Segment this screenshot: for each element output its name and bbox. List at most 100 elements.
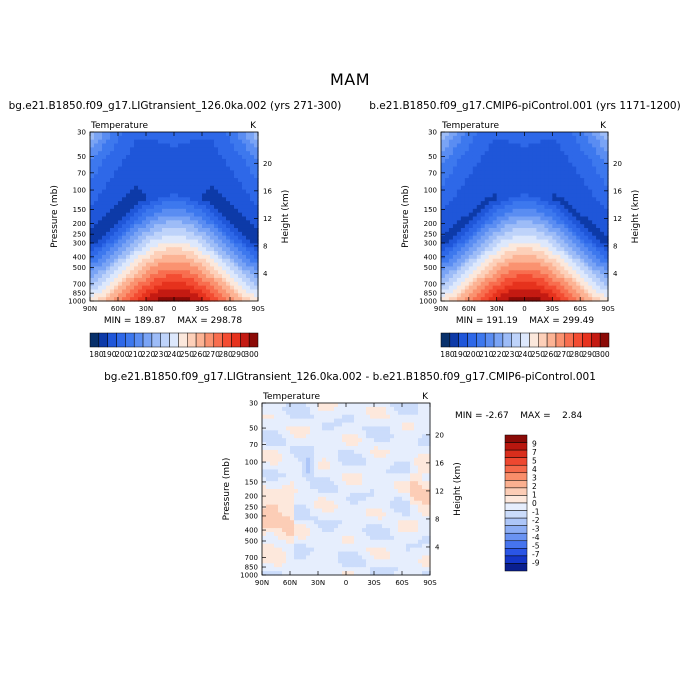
field-cell <box>580 277 585 283</box>
field-cell <box>222 193 227 198</box>
field-cell <box>230 166 235 172</box>
field-cell <box>270 489 275 494</box>
field-cell <box>460 135 466 141</box>
field-cell <box>350 453 355 459</box>
field-cell <box>94 208 99 214</box>
field-cell <box>520 239 526 244</box>
field-cell <box>282 473 287 478</box>
field-cell <box>418 410 423 416</box>
field-cell <box>564 135 569 141</box>
field-cell <box>242 155 247 160</box>
field-cell <box>452 289 458 294</box>
field-cell <box>444 158 450 164</box>
field-cell <box>572 247 577 252</box>
field-cell <box>448 151 454 156</box>
field-cell <box>540 197 545 202</box>
field-cell <box>94 239 99 244</box>
field-cell <box>242 139 247 145</box>
field-cell <box>441 251 446 256</box>
field-cell <box>226 254 231 260</box>
field-cell <box>114 162 119 168</box>
field-cell <box>134 216 139 221</box>
field-cell <box>162 162 167 168</box>
field-cell <box>456 239 462 244</box>
field-cell <box>556 285 561 291</box>
field-cell <box>250 220 255 225</box>
field-cell <box>508 231 514 237</box>
field-cell <box>422 492 427 498</box>
field-cell <box>330 438 335 443</box>
field-cell <box>480 266 486 271</box>
field-cell <box>476 135 482 141</box>
field-cell <box>146 251 151 256</box>
field-cell <box>576 297 581 302</box>
field-cell <box>452 197 458 202</box>
field-cell <box>472 254 478 260</box>
field-cell <box>532 235 538 241</box>
field-cell <box>178 162 183 168</box>
field-cell <box>286 453 291 459</box>
field-cell <box>202 197 207 202</box>
field-cell <box>520 155 526 160</box>
field-cell <box>198 224 203 229</box>
field-cell <box>354 430 359 435</box>
field-cell <box>222 189 227 195</box>
field-cell <box>456 247 462 252</box>
field-cell <box>544 151 549 156</box>
field-cell <box>114 143 119 148</box>
field-cell <box>218 174 223 179</box>
field-cell <box>114 201 119 206</box>
field-cell <box>422 410 427 416</box>
field-cell <box>286 469 291 474</box>
field-cell <box>214 262 219 268</box>
field-cell <box>158 208 163 214</box>
field-cell <box>496 185 502 191</box>
field-cell <box>564 132 569 137</box>
field-cell <box>342 403 347 408</box>
field-cell <box>90 139 95 145</box>
field-cell <box>584 247 589 252</box>
field-cell <box>190 139 195 145</box>
field-cell <box>226 193 231 198</box>
field-cell <box>520 147 526 152</box>
field-cell <box>524 293 530 298</box>
field-cell <box>456 189 462 195</box>
field-cell <box>536 185 542 191</box>
field-cell <box>484 254 490 260</box>
field-cell <box>158 220 163 225</box>
field-cell <box>472 162 478 168</box>
field-cell <box>366 465 371 471</box>
field-cell <box>98 243 103 248</box>
field-cell <box>310 461 315 467</box>
field-cell <box>406 403 411 408</box>
field-cell <box>552 178 557 183</box>
field-cell <box>476 270 482 275</box>
field-cell <box>338 496 343 502</box>
field-cell <box>246 158 251 164</box>
field-cell <box>584 281 589 287</box>
field-cell <box>186 139 191 145</box>
field-cell <box>492 220 498 225</box>
field-cell <box>138 170 143 175</box>
field-cell <box>386 426 391 431</box>
field-cell <box>540 224 545 229</box>
field-cell <box>456 297 462 302</box>
field-cell <box>210 139 215 145</box>
field-cell <box>362 465 367 471</box>
field-cell <box>226 231 231 237</box>
field-cell <box>234 204 239 210</box>
field-cell <box>342 469 347 474</box>
y-tick-label-70: 70 <box>77 169 86 177</box>
field-cell <box>444 181 450 187</box>
field-cell <box>524 158 530 164</box>
field-cell <box>584 193 589 198</box>
field-cell <box>134 224 139 229</box>
field-cell <box>544 277 549 283</box>
field-cell <box>496 243 502 248</box>
field-cell <box>154 235 159 241</box>
field-cell <box>374 492 379 498</box>
field-cell <box>444 258 450 264</box>
field-cell <box>286 442 291 447</box>
field-cell <box>476 139 482 145</box>
field-cell <box>560 277 565 283</box>
